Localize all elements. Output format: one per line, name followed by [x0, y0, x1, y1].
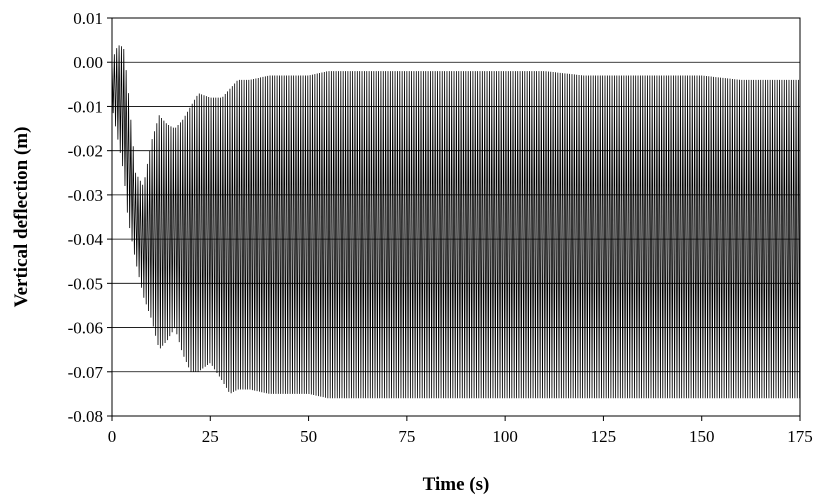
x-tick-label: 175	[787, 427, 813, 446]
x-tick-label: 100	[492, 427, 518, 446]
plot-area-frame	[111, 17, 801, 417]
y-tick-label: 0.00	[73, 53, 103, 72]
series-deflection	[111, 45, 801, 399]
y-axis-ticks: 0.01 0.00 -0.01 -0.02 -0.03 -0.04 -0.05 -0.06 -0…	[68, 9, 112, 426]
x-tick-label: 50	[300, 427, 317, 446]
y-tick-label: -0.06	[68, 319, 103, 338]
x-axis-ticks: 0 25 50 75 100 125 150 175	[108, 416, 813, 446]
deflection-line	[111, 45, 801, 399]
x-axis-title: Time (s)	[423, 474, 490, 495]
x-tick-label: 75	[398, 427, 415, 446]
y-axis-title: Vertical deflection (m)	[11, 127, 32, 308]
y-tick-label: -0.01	[68, 97, 103, 116]
y-tick-label: -0.08	[68, 407, 103, 426]
y-tick-label: -0.03	[68, 186, 103, 205]
y-tick-label: -0.02	[68, 142, 103, 161]
y-tick-label: -0.05	[68, 274, 103, 293]
y-tick-label: 0.01	[73, 9, 103, 28]
x-tick-label: 25	[202, 427, 219, 446]
y-tick-label: -0.07	[68, 363, 104, 382]
x-tick-label: 150	[689, 427, 715, 446]
x-tick-label: 125	[591, 427, 617, 446]
y-tick-label: -0.04	[68, 230, 104, 249]
x-tick-label: 0	[108, 427, 117, 446]
